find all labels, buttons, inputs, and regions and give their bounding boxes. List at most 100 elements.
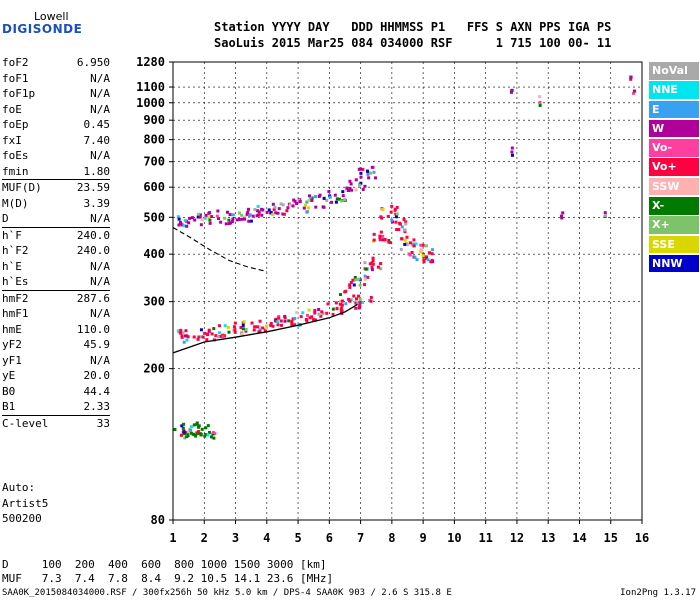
param-row: M(D) 3.39 bbox=[2, 196, 110, 212]
param-row: fxI 7.40 bbox=[2, 133, 110, 149]
echo-point bbox=[260, 207, 264, 211]
echo-point bbox=[404, 220, 408, 224]
echo-point bbox=[183, 432, 187, 436]
param-value: N/A bbox=[90, 353, 110, 367]
echo-point bbox=[189, 431, 193, 435]
plot-frame bbox=[172, 61, 643, 521]
echo-point bbox=[312, 318, 316, 322]
echo-point bbox=[305, 319, 309, 323]
echo-point bbox=[181, 426, 185, 430]
echo-point bbox=[203, 331, 207, 335]
echo-point bbox=[258, 330, 262, 334]
echo-point bbox=[287, 319, 291, 323]
echo-point bbox=[257, 210, 261, 214]
x-tick-label: 15 bbox=[604, 531, 618, 545]
x-tick-label: 9 bbox=[420, 531, 427, 545]
echo-point bbox=[257, 325, 261, 329]
echo-point bbox=[509, 90, 513, 94]
echo-point bbox=[276, 320, 280, 324]
echo-point bbox=[367, 176, 371, 180]
echo-point bbox=[352, 294, 356, 298]
echo-point bbox=[279, 202, 283, 206]
echo-point bbox=[397, 227, 401, 231]
echo-point bbox=[356, 301, 360, 305]
echo-point bbox=[265, 324, 269, 328]
echo-point bbox=[405, 243, 409, 247]
echo-point bbox=[561, 211, 565, 215]
echo-point bbox=[194, 434, 198, 438]
echo-point bbox=[281, 203, 285, 207]
echo-point bbox=[260, 213, 264, 217]
echo-point bbox=[295, 311, 299, 315]
echo-point bbox=[198, 215, 202, 219]
echo-point bbox=[366, 275, 370, 279]
param-row: B0 44.4 bbox=[2, 384, 110, 400]
echo-point bbox=[359, 171, 363, 175]
param-key: hmF2 bbox=[2, 291, 29, 305]
param-value: N/A bbox=[90, 149, 110, 162]
param-key: foF2 bbox=[2, 56, 29, 69]
y-tick-label: 700 bbox=[143, 155, 165, 169]
echo-point bbox=[325, 311, 329, 315]
echo-point bbox=[403, 230, 407, 234]
x-tick-label: 11 bbox=[478, 531, 492, 545]
echo-point bbox=[422, 259, 426, 263]
echo-point bbox=[292, 198, 296, 202]
echo-point bbox=[217, 324, 221, 328]
echo-point bbox=[354, 178, 358, 182]
echo-point bbox=[369, 299, 373, 303]
echo-point bbox=[372, 170, 376, 174]
param-value: 287.6 bbox=[76, 291, 110, 305]
echo-point bbox=[405, 235, 409, 239]
echo-point bbox=[358, 283, 362, 287]
param-row: foEs N/A bbox=[2, 148, 110, 164]
param-key: h`Es bbox=[2, 275, 29, 288]
param-row: foE N/A bbox=[2, 102, 110, 118]
echo-point bbox=[272, 207, 276, 211]
echo-point bbox=[359, 175, 363, 179]
echo-point bbox=[349, 182, 353, 186]
echo-point bbox=[419, 243, 423, 247]
echo-point bbox=[424, 244, 428, 248]
param-row: B1 2.33 bbox=[2, 399, 110, 415]
param-row: yF1 N/A bbox=[2, 353, 110, 369]
echo-point bbox=[403, 238, 407, 242]
echo-point bbox=[402, 217, 406, 221]
echo-point bbox=[305, 200, 309, 204]
footer-info: SAA0K_2015084034000.RSF / 300fx256h 50 k… bbox=[2, 588, 452, 598]
echo-point bbox=[317, 312, 321, 316]
param-value: 0.45 bbox=[83, 118, 111, 131]
echo-point bbox=[281, 212, 285, 216]
echo-point bbox=[326, 302, 330, 306]
echo-point bbox=[182, 340, 186, 344]
echo-point bbox=[395, 212, 399, 216]
echo-point bbox=[335, 306, 339, 310]
echo-point bbox=[373, 176, 377, 180]
param-row: D N/A bbox=[2, 211, 110, 227]
echo-point bbox=[366, 171, 370, 175]
param-key: M(D) bbox=[2, 196, 29, 210]
echo-point bbox=[265, 210, 269, 214]
echo-point bbox=[379, 230, 383, 234]
echo-point bbox=[408, 241, 412, 245]
echo-point bbox=[426, 258, 430, 262]
echo-point bbox=[400, 237, 404, 241]
echo-point bbox=[321, 312, 325, 316]
echo-point bbox=[215, 214, 219, 218]
echo-point bbox=[393, 207, 397, 211]
param-key: h`F2 bbox=[2, 244, 29, 257]
echo-point bbox=[340, 299, 344, 303]
echo-point bbox=[370, 165, 374, 169]
echo-point bbox=[395, 205, 399, 209]
echo-point bbox=[407, 252, 411, 256]
echo-point bbox=[256, 204, 260, 208]
distance-row: D 100 200 400 600 800 1000 1500 3000 [km… bbox=[2, 558, 327, 571]
echo-point bbox=[223, 216, 227, 220]
echo-point bbox=[345, 186, 349, 190]
echo-point bbox=[205, 338, 209, 342]
echo-point bbox=[285, 209, 289, 213]
y-tick-label: 900 bbox=[143, 113, 165, 127]
echo-point bbox=[239, 326, 243, 330]
param-row: C-level 33 bbox=[2, 414, 110, 432]
echo-point bbox=[510, 88, 514, 92]
